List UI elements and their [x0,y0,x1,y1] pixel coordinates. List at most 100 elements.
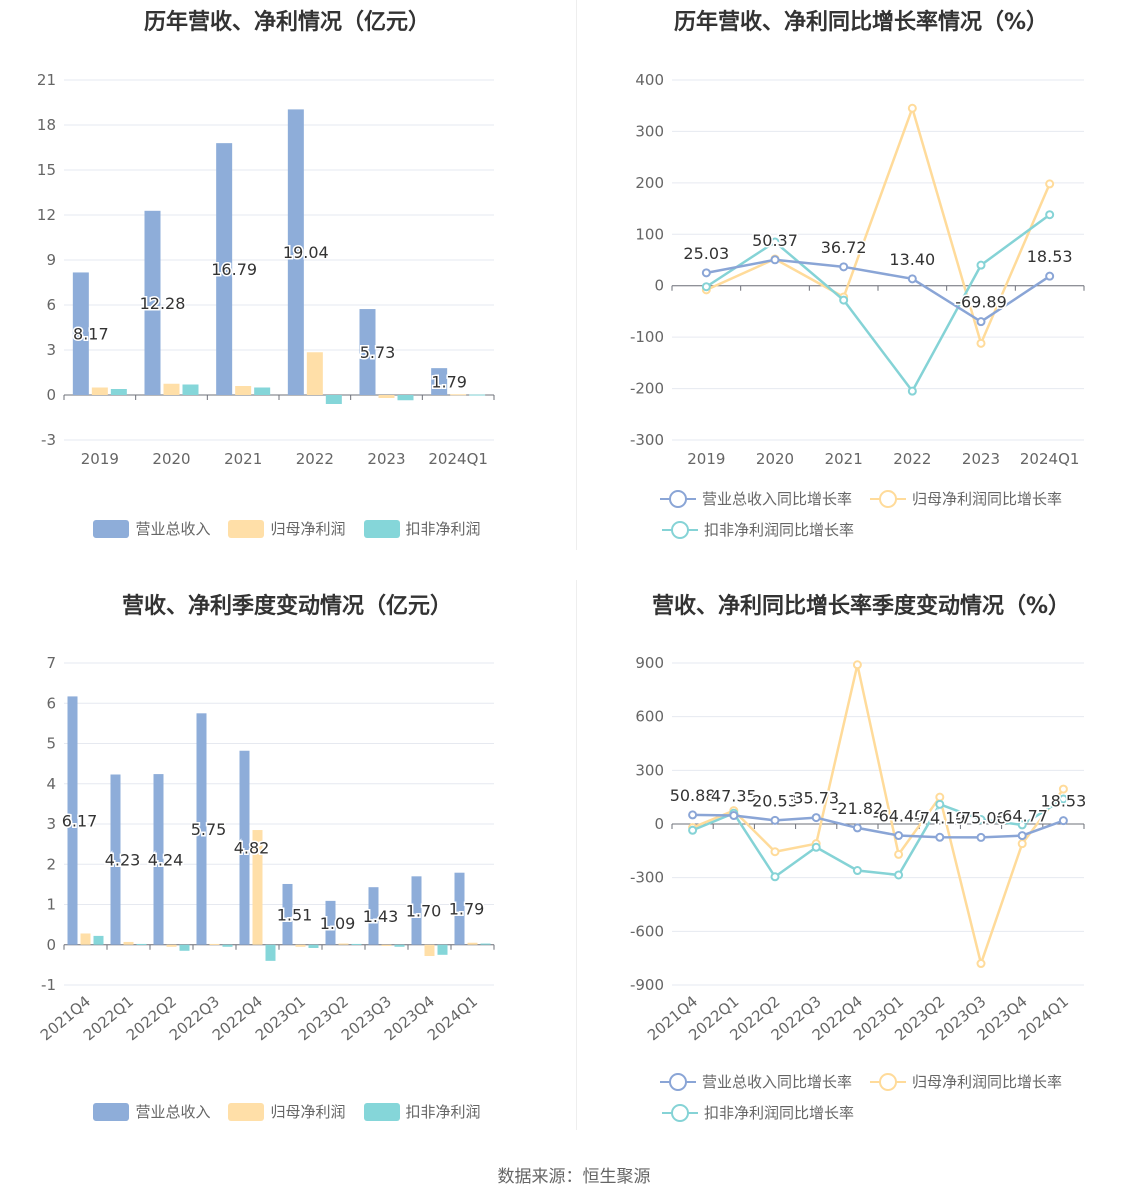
legend-item-parent-profit-growth[interactable]: 归母净利润同比增长率 [870,1071,1062,1092]
y-tick-label: -300 [630,431,664,449]
bar [179,944,190,951]
data-point [976,959,986,969]
data-label: 4.24 [148,850,184,869]
data-label: 12.28 [140,294,186,313]
legend-item-parent-profit[interactable]: 归母净利润 [228,518,346,539]
bar [467,942,478,945]
data-label: -69.89 [955,293,1007,312]
bar [325,900,336,945]
data-point [1058,784,1068,794]
data-point [1017,820,1027,830]
legend-item-revenue[interactable]: 营业总收入 [93,518,210,539]
quarterly-growth-rate-chart: -900-600-30003006009002021Q42022Q12022Q2… [630,654,1088,1044]
series-line [692,813,1064,839]
x-tick-label: 2022 [296,450,334,468]
data-point [1058,794,1068,804]
legend-label: 归母净利润同比增长率 [912,1073,1063,1091]
y-tick-label: 100 [635,225,664,243]
x-tick-label: 2020 [756,450,794,468]
data-label: 18.53 [1027,247,1073,266]
data-point [770,847,780,857]
y-tick-label: 15 [37,161,56,179]
y-tick-label: 3 [46,815,56,833]
data-point [1017,839,1027,849]
quarterly-growth-rate-panel: 营收、净利同比增长率季度变动情况（%） -900 -600 -300 0 300 600 9… [574,584,1148,1164]
data-label: 6.17 [62,812,98,831]
y-tick-label: 2 [46,855,56,873]
data-point [1045,271,1055,281]
bar [209,943,220,945]
data-label: 1.51 [277,905,313,924]
data-point [907,103,917,113]
legend-item-deducted-profit-growth[interactable]: 扣非净利润同比增长率 [662,519,854,540]
legend-swatch [662,520,698,539]
bar [480,943,491,945]
bar [235,386,252,395]
bar [265,944,276,961]
data-point [701,282,711,292]
bar [306,352,323,395]
data-label: 1.43 [363,907,399,926]
data-point [839,295,849,305]
y-tick-label: -600 [630,922,664,940]
bar [469,394,486,396]
data-label: 47.35 [711,787,757,806]
x-tick-label: 2023 [962,450,1000,468]
y-tick-label: 0 [654,277,664,295]
y-tick-label: 1 [46,896,56,914]
bar [397,395,414,401]
bar [308,944,319,948]
y-tick-label: 900 [635,654,664,672]
y-tick-label: 6 [46,296,56,314]
bar [295,944,306,947]
legend-item-parent-profit[interactable]: 归母净利润 [228,1101,346,1122]
data-label: 16.79 [211,260,257,279]
data-point [907,274,917,284]
legend-swatch [870,489,906,508]
data-label: 25.03 [683,244,729,263]
y-tick-label: 600 [635,708,664,726]
legend-swatch [228,1102,265,1121]
legend-item-revenue-growth[interactable]: 营业总收入同比增长率 [659,488,852,509]
data-label: 50.37 [752,231,798,250]
data-point [894,831,904,841]
data-label: 1.79 [431,373,467,392]
legend-item-deducted-profit-growth[interactable]: 扣非净利润同比增长率 [662,1102,854,1123]
legend-swatch [93,1102,130,1121]
legend-item-deducted-profit[interactable]: 扣非净利润 [363,1101,481,1122]
legend-item-revenue[interactable]: 营业总收入 [93,1101,210,1122]
data-label: 13.40 [889,250,935,269]
x-tick-label: 2020 [152,450,190,468]
legend-item-revenue-growth[interactable]: 营业总收入同比增长率 [659,1071,852,1092]
chart-legend: 营业总收入 归母净利润 扣非净利润 [0,1101,574,1132]
series-line [692,664,1065,968]
y-tick-label: 7 [46,654,56,672]
data-point [852,823,862,833]
y-tick-label: 6 [46,694,56,712]
data-label: 4.23 [105,851,141,870]
bar [254,387,271,395]
x-tick-label: 2021 [825,450,863,468]
bar [378,395,395,398]
data-label: 1.70 [406,902,442,921]
data-label: -75.08 [955,808,1007,827]
y-tick-label: -200 [630,380,664,398]
bar [424,944,435,957]
data-point [894,849,904,859]
y-tick-label: 300 [635,761,664,779]
bar [381,944,392,946]
legend-item-parent-profit-growth[interactable]: 归母净利润同比增长率 [870,488,1062,509]
y-tick-label: 400 [635,71,664,89]
bar [359,309,376,395]
legend-label: 营业总收入 [135,520,211,538]
y-tick-label: 300 [635,122,664,140]
series-line [692,797,1065,879]
data-point [894,870,904,880]
legend-label: 营业总收入同比增长率 [701,1073,852,1091]
legend-item-deducted-profit[interactable]: 扣非净利润 [363,518,481,539]
x-tick-label: 2019 [81,450,119,468]
legend-label: 归母净利润同比增长率 [912,490,1063,508]
legend-label: 扣非净利润同比增长率 [704,521,855,539]
bar [166,944,177,947]
legend-swatch [662,1103,698,1122]
